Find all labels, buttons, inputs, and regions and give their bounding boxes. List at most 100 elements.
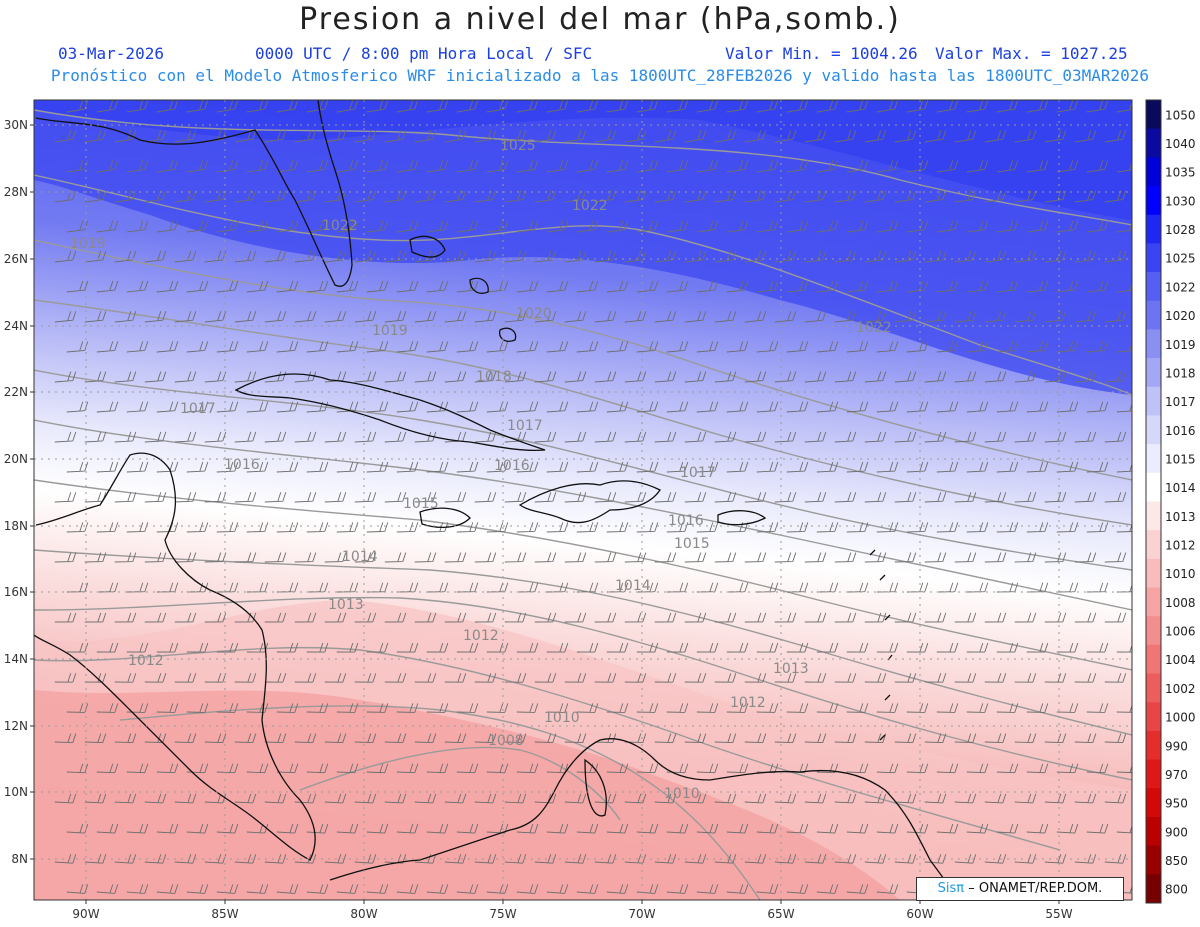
wind-barb <box>966 763 989 774</box>
wind-barb <box>216 522 239 533</box>
wind-barb <box>264 250 287 263</box>
wind-barb <box>654 190 677 203</box>
wind-barb <box>546 280 569 293</box>
wind-barb <box>1086 582 1109 593</box>
wind-barb <box>426 642 449 653</box>
wind-barb <box>54 552 77 563</box>
wind-barb <box>336 522 359 533</box>
wind-barb <box>366 703 389 713</box>
colorbar-swatch <box>1146 845 1161 875</box>
wind-barb <box>786 642 809 653</box>
wind-barb <box>996 160 1019 173</box>
wind-barb <box>804 250 827 263</box>
wind-barb <box>624 130 647 143</box>
colorbar-label: 1006 <box>1165 625 1196 639</box>
wind-barb <box>324 492 347 503</box>
wind-barb <box>1026 100 1049 113</box>
wind-barb <box>756 461 779 473</box>
wind-barb <box>804 311 827 323</box>
wind-barb <box>576 220 599 233</box>
wind-barb <box>294 793 317 804</box>
wind-barb <box>114 793 137 804</box>
wind-barb <box>426 341 449 353</box>
wind-barb <box>636 703 659 713</box>
wind-barb <box>714 130 737 143</box>
wind-barb <box>876 582 899 593</box>
wind-barb <box>864 793 887 804</box>
wind-barb <box>504 492 527 503</box>
contour-label: 1022 <box>856 320 892 336</box>
wind-barb <box>1086 763 1109 774</box>
wind-barb <box>696 642 719 653</box>
wind-barb <box>324 311 347 323</box>
lat-label: 26N <box>4 252 28 266</box>
wind-barb <box>666 763 689 774</box>
wind-barb <box>996 100 1019 113</box>
lat-lon-grid <box>34 100 1132 900</box>
wind-barb <box>234 552 257 563</box>
wind-barb <box>966 341 989 353</box>
contour-label: 1010 <box>664 786 700 802</box>
sispi-logo: Sisπ <box>937 881 965 896</box>
wind-barb <box>426 763 449 774</box>
wind-barb <box>504 673 527 683</box>
wind-barb <box>504 311 527 323</box>
hispaniola <box>518 480 661 524</box>
wind-barb <box>954 130 977 143</box>
wind-barb <box>246 160 269 173</box>
wind-barb <box>744 673 767 683</box>
wind-barb <box>174 793 197 804</box>
contour-label: 1018 <box>476 369 512 385</box>
wind-barb <box>894 673 917 683</box>
wind-barb <box>306 522 329 533</box>
wind-barb <box>654 371 677 383</box>
wind-barb <box>354 431 377 443</box>
wind-barb <box>936 642 959 653</box>
wind-barb <box>954 552 977 563</box>
wind-barb <box>954 371 977 383</box>
jamaica <box>419 507 471 529</box>
wind-barb <box>414 130 437 143</box>
wind-barb <box>576 582 599 593</box>
wind-barb <box>786 522 809 533</box>
colorbar-swatch <box>1146 272 1161 302</box>
wind-barb <box>846 884 869 894</box>
colorbar-swatch <box>1146 558 1161 589</box>
wind-barb <box>1044 612 1067 623</box>
wind-barb <box>186 220 209 233</box>
wind-barb <box>504 793 527 804</box>
wind-barb <box>846 642 869 653</box>
wind-barb <box>144 371 167 383</box>
wind-barb <box>906 522 929 533</box>
colorbar-label: 1015 <box>1165 452 1196 466</box>
wind-barb <box>384 673 407 683</box>
wind-barb <box>594 371 617 383</box>
contour-label: 1019 <box>70 236 106 252</box>
contour-label: 1022 <box>572 198 608 214</box>
wind-barb <box>336 763 359 774</box>
wind-barb <box>564 673 587 683</box>
wind-barb <box>1086 642 1109 653</box>
wind-barb <box>594 612 617 623</box>
wind-barb <box>666 823 689 834</box>
contour-label: 1022 <box>322 218 358 234</box>
wind-barb <box>576 884 599 894</box>
wind-barb <box>714 733 737 744</box>
colorbar-swatch <box>1146 730 1161 761</box>
wind-barb <box>714 612 737 623</box>
wind-barb <box>906 220 929 233</box>
wind-barb <box>96 341 119 353</box>
wind-barb <box>516 220 539 233</box>
wind-barb <box>1074 612 1097 623</box>
wind-barb <box>126 522 149 533</box>
wind-barb <box>594 673 617 683</box>
wind-barb <box>234 250 257 263</box>
wind-barb <box>834 371 857 383</box>
wind-barb <box>846 763 869 774</box>
wind-barb <box>636 341 659 353</box>
wind-barb <box>894 492 917 503</box>
wind-barb <box>636 642 659 653</box>
wind-barb <box>816 522 839 533</box>
wind-barb <box>594 130 617 143</box>
wind-barbs <box>54 100 1132 894</box>
